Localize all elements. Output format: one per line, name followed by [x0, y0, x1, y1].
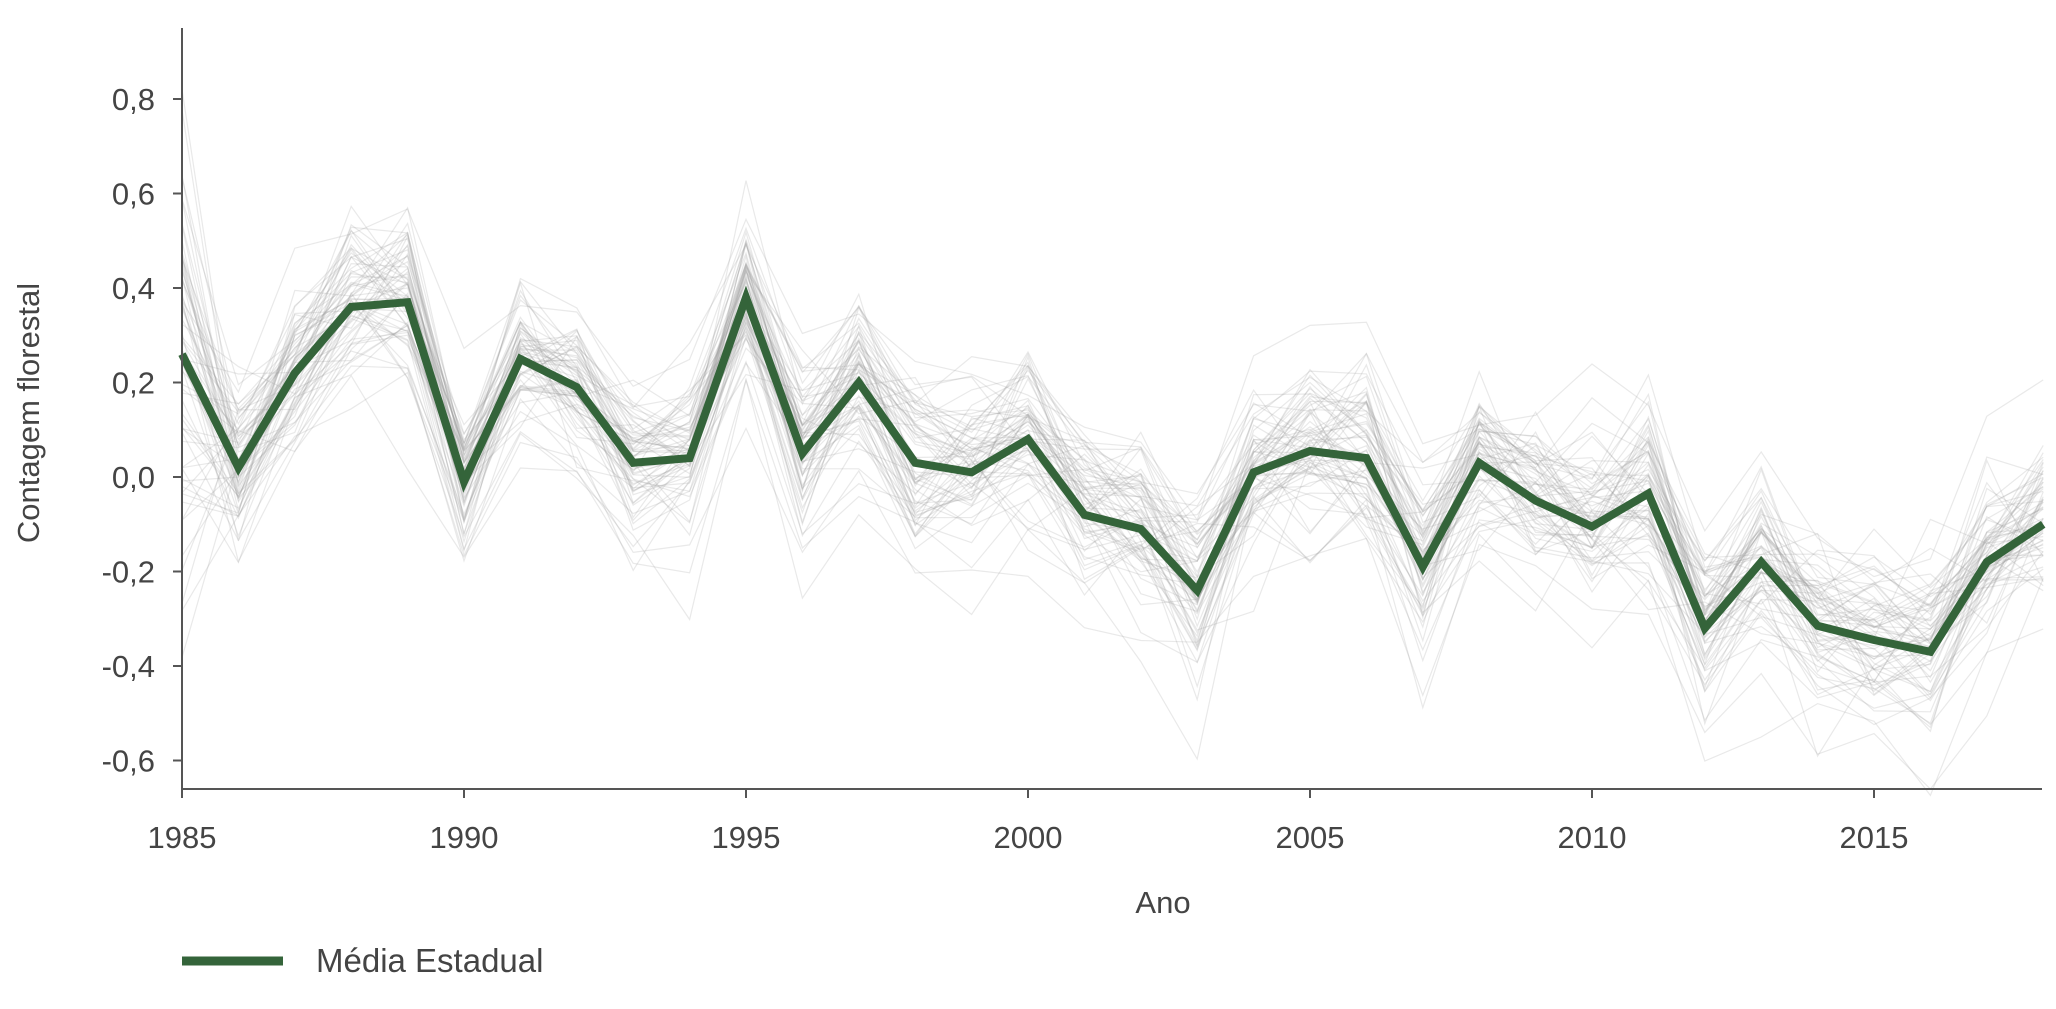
x-axis-title: Ano: [1135, 885, 1190, 920]
municipality-line: [181, 231, 2044, 629]
municipality-line: [181, 109, 2044, 683]
municipality-line: [181, 275, 2044, 726]
x-tick-label: 2000: [994, 820, 1063, 855]
municipality-line: [181, 276, 2044, 725]
y-axis-title: Contagem florestal: [11, 283, 46, 543]
x-tick-label: 1985: [148, 820, 217, 855]
municipality-line: [181, 362, 2044, 713]
x-tick-label: 1990: [430, 820, 499, 855]
y-tick-label: -0,4: [102, 649, 155, 684]
x-tick-label: 1995: [712, 820, 781, 855]
y-ticks: 0,8 0,6 0,4 0,2 0,0 -0,2 -0,4 -0,6: [102, 82, 182, 779]
municipality-line: [181, 267, 2044, 629]
municipality-line: [181, 294, 2044, 693]
municipality-line: [181, 266, 2044, 611]
municipality-line: [181, 299, 2044, 729]
municipality-line: [181, 276, 2044, 621]
x-ticks: 1985 1990 1995 2000 2005 2010 2015: [148, 789, 1909, 855]
municipality-line: [181, 206, 2044, 645]
municipality-line: [181, 276, 2044, 709]
municipality-line: [181, 312, 2044, 624]
legend-label: Média Estadual: [316, 942, 543, 979]
y-tick-label: -0,2: [102, 555, 155, 590]
x-tick-label: 2015: [1840, 820, 1909, 855]
municipality-line: [181, 243, 2044, 598]
municipality-line: [181, 205, 2044, 658]
y-tick-label: 0,2: [112, 366, 155, 401]
municipality-line: [181, 238, 2044, 607]
y-tick-label: 0,6: [112, 177, 155, 212]
municipality-line: [181, 258, 2044, 679]
municipality-line: [181, 256, 2044, 656]
municipality-line: [181, 371, 2044, 790]
state-average-series: [178, 285, 2046, 657]
y-tick-label: 0,0: [112, 460, 155, 495]
axes: [181, 28, 2042, 790]
municipality-line: [181, 180, 2044, 639]
municipality-line: [181, 293, 2044, 693]
y-tick-label: 0,8: [112, 82, 155, 117]
municipality-line: [181, 298, 2044, 663]
x-tick-label: 2005: [1276, 820, 1345, 855]
municipality-line: [181, 269, 2044, 684]
background-series-lines: [181, 89, 2044, 797]
state-average-line: [178, 285, 2046, 657]
y-tick-label: -0,6: [102, 744, 155, 779]
municipality-line: [181, 283, 2044, 660]
municipality-line: [181, 287, 2044, 657]
x-tick-label: 2010: [1558, 820, 1627, 855]
legend: Média Estadual: [182, 942, 543, 979]
municipality-line: [181, 234, 2044, 697]
y-tick-label: 0,4: [112, 271, 155, 306]
municipality-line: [181, 243, 2044, 686]
municipality-line: [181, 332, 2044, 797]
municipality-line: [181, 222, 2044, 660]
municipality-line: [181, 295, 2044, 702]
municipality-line: [181, 270, 2044, 629]
municipality-line: [181, 252, 2044, 672]
municipality-line: [181, 230, 2044, 646]
municipality-line: [181, 240, 2044, 649]
municipality-line: [181, 208, 2044, 578]
municipality-line: [181, 226, 2044, 608]
municipality-line: [181, 350, 2044, 726]
municipality-line: [181, 329, 2044, 699]
municipality-line: [181, 270, 2044, 664]
municipality-line: [181, 240, 2044, 690]
